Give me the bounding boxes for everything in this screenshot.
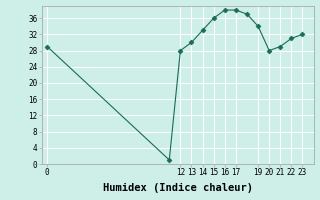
X-axis label: Humidex (Indice chaleur): Humidex (Indice chaleur) bbox=[103, 183, 252, 193]
